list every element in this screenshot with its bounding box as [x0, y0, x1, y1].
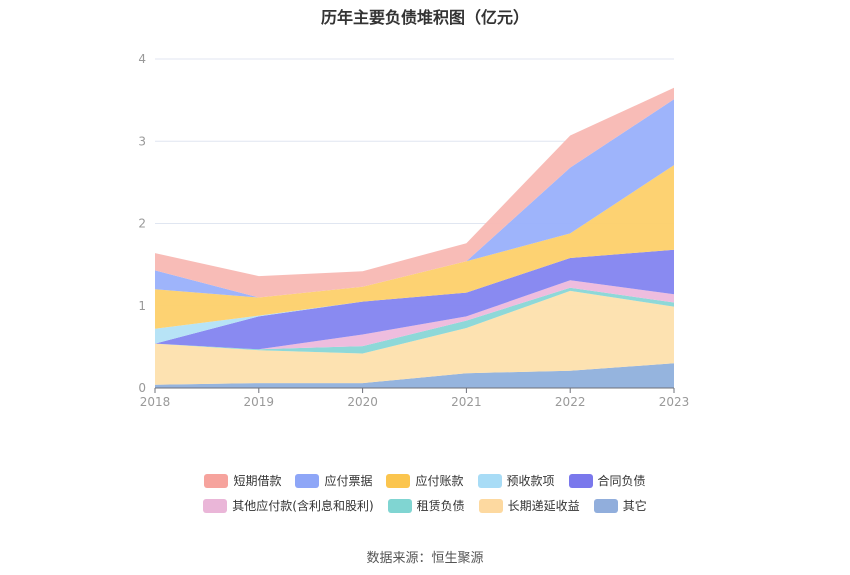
x-tick-label: 2019 — [244, 395, 275, 409]
legend-swatch — [568, 473, 593, 488]
area-series-应付票据 — [155, 99, 674, 298]
legend-label: 应付账款 — [415, 474, 464, 488]
legend-item[interactable]: 预收款项 — [477, 472, 555, 489]
legend-item[interactable]: 租赁负债 — [387, 497, 465, 514]
legend-label: 其他应付款(含利息和股利) — [232, 499, 374, 513]
area-series-其它 — [155, 363, 674, 388]
area-series-租赁负债 — [155, 287, 674, 354]
legend-item[interactable]: 应付票据 — [295, 472, 372, 489]
legend-item[interactable]: 短期借款 — [204, 472, 281, 489]
legend-swatch — [295, 473, 320, 488]
legend: 短期借款 应付票据 应付账款 预收款项 合同负债 其他应付款(含利息和股利) 租赁负债 长期… — [0, 472, 850, 522]
stacked-area-chart: 0 1 2 3 4 2018 2019 2020 2021 2022 2023 — [138, 52, 690, 409]
data-source: 数据来源：恒生聚源 — [366, 551, 484, 566]
legend-row-2: 其他应付款(含利息和股利) 租赁负债 长期递延收益 其它 — [0, 497, 850, 514]
legend-item[interactable]: 应付账款 — [386, 472, 464, 489]
legend-swatch — [203, 498, 228, 513]
legend-label: 预收款项 — [506, 474, 555, 488]
area-series — [155, 87, 674, 388]
x-tick-label: 2020 — [347, 395, 378, 409]
y-tick-label: 2 — [138, 217, 146, 231]
legend-label: 短期借款 — [233, 474, 282, 488]
y-tick-label: 4 — [138, 52, 146, 66]
legend-item[interactable]: 其它 — [593, 497, 647, 514]
legend-label: 合同负债 — [597, 474, 646, 488]
legend-label: 租赁负债 — [416, 499, 465, 513]
legend-swatch — [204, 473, 229, 488]
legend-swatch — [477, 473, 502, 488]
area-series-长期递延收益 — [155, 290, 674, 385]
legend-swatch — [593, 498, 618, 513]
legend-label: 应付票据 — [324, 474, 373, 488]
area-series-合同负债 — [155, 249, 674, 350]
legend-swatch — [478, 498, 503, 513]
x-tick-label: 2021 — [451, 395, 482, 409]
legend-item[interactable]: 合同负债 — [568, 472, 646, 489]
y-tick-label: 1 — [138, 299, 146, 313]
area-series-应付账款 — [155, 165, 674, 329]
x-tick-label: 2023 — [659, 395, 690, 409]
x-tick-label: 2018 — [140, 395, 171, 409]
x-tick-label: 2022 — [555, 395, 586, 409]
chart-title: 历年主要负债堆积图（亿元） — [320, 8, 529, 27]
legend-row-1: 短期借款 应付票据 应付账款 预收款项 合同负债 — [0, 472, 850, 489]
legend-label: 长期递延收益 — [507, 499, 580, 513]
legend-swatch — [386, 473, 411, 488]
legend-item[interactable]: 其他应付款(含利息和股利) — [203, 497, 374, 514]
y-tick-label: 3 — [138, 134, 146, 148]
x-axis — [154, 387, 675, 393]
legend-item[interactable]: 长期递延收益 — [478, 497, 580, 514]
legend-swatch — [387, 498, 412, 513]
area-series-短期借款 — [155, 87, 674, 298]
x-axis-labels: 2018 2019 2020 2021 2022 2023 — [140, 395, 690, 409]
y-tick-label: 0 — [138, 381, 146, 395]
y-axis: 0 1 2 3 4 — [138, 52, 146, 395]
legend-label: 其它 — [622, 499, 647, 513]
